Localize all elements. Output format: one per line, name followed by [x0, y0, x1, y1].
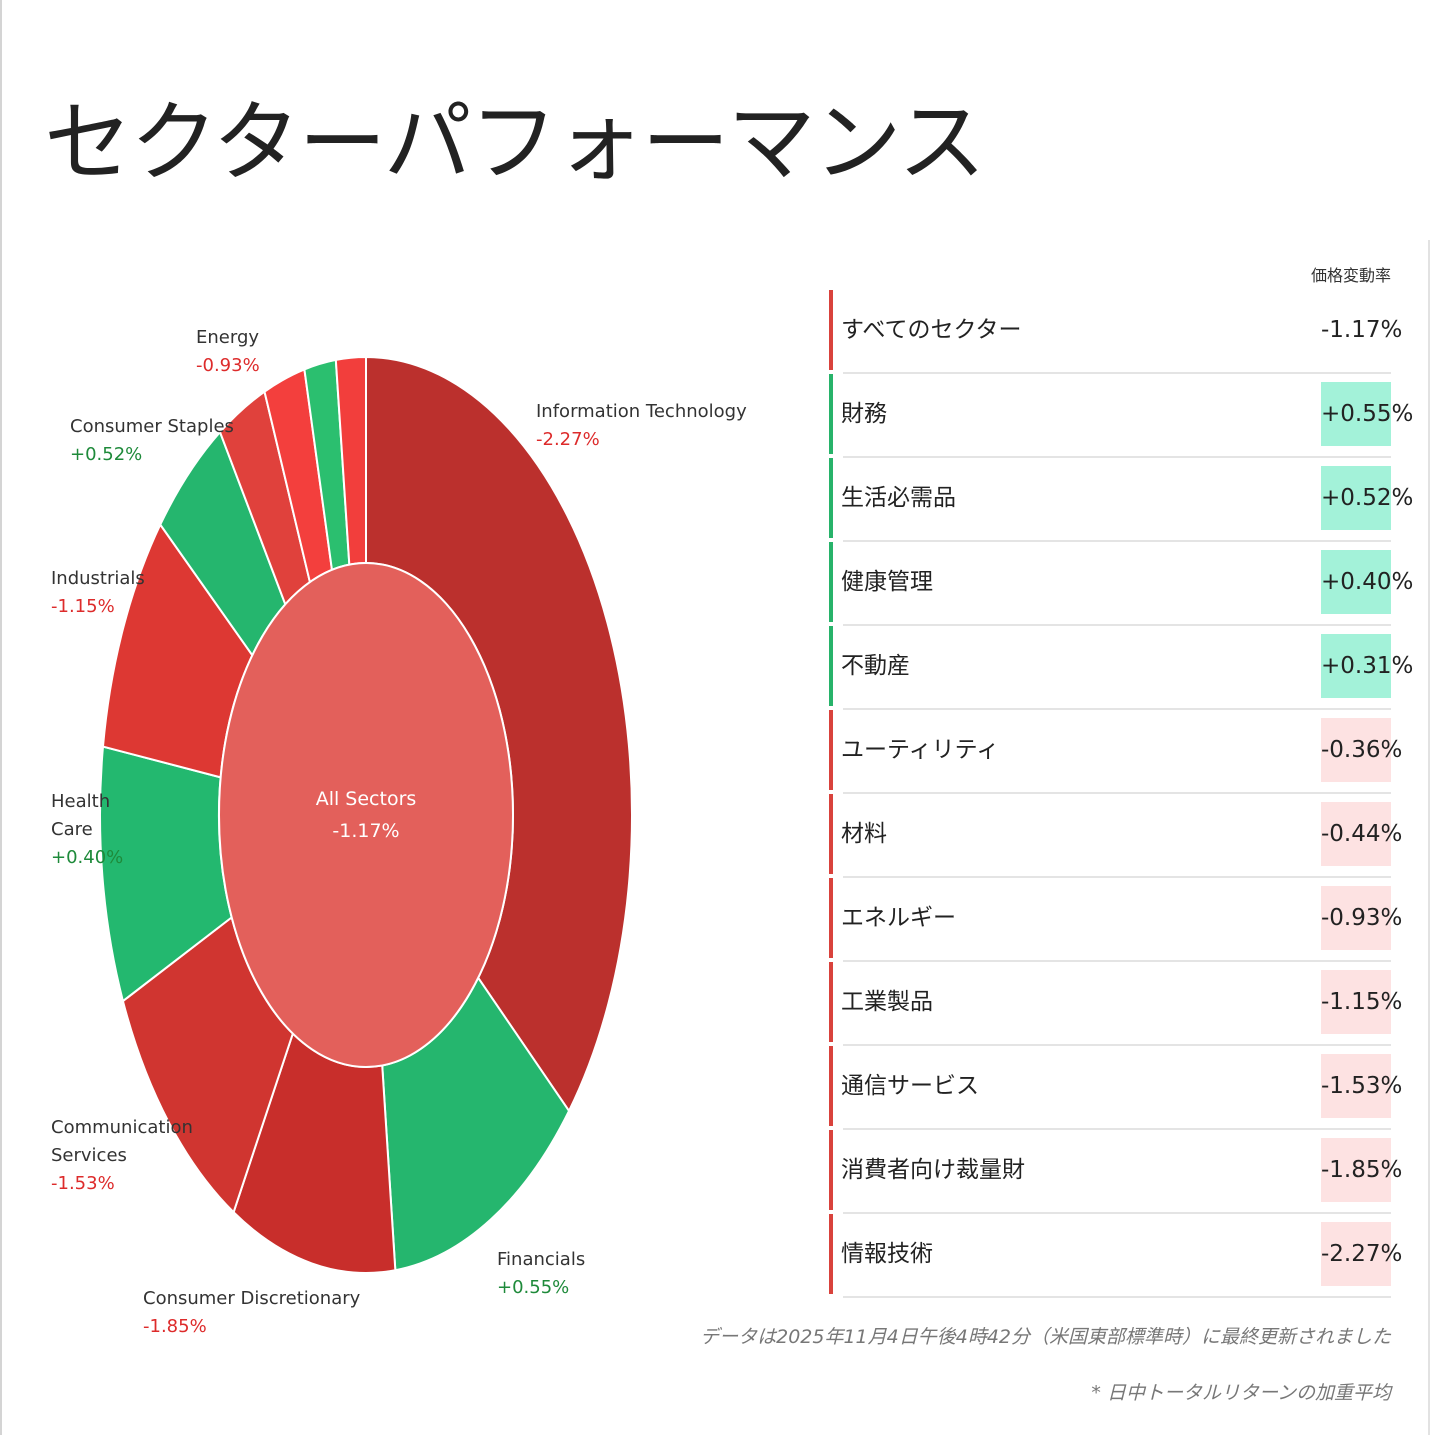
table-row[interactable]: 情報技術 -2.27%	[829, 1214, 1402, 1298]
weighted-average-note: * 日中トータルリターンの加重平均	[1091, 1382, 1391, 1404]
center-value: -1.17%	[332, 820, 399, 842]
slice-label-name: Health	[51, 791, 110, 812]
sector-change-value: -0.93%	[1321, 886, 1402, 950]
sector-sunburst-chart: All Sectors -1.17% Information Technology…	[51, 327, 747, 1337]
row-indicator-bar	[829, 1214, 833, 1294]
row-indicator-bar	[829, 878, 833, 958]
label-consumer-staples: Consumer Staples +0.52%	[70, 416, 234, 465]
center-disk: All Sectors -1.17%	[218, 562, 514, 1068]
sector-change-value: -0.44%	[1321, 802, 1402, 866]
slice-label-value: -2.27%	[536, 429, 600, 450]
label-industrials: Industrials -1.15%	[51, 568, 145, 617]
sector-name: 工業製品	[841, 989, 933, 1015]
table-row[interactable]: ユーティリティ -0.36%	[829, 710, 1402, 794]
sector-change-value: -1.15%	[1321, 970, 1402, 1034]
sector-change-value: +0.40%	[1321, 550, 1413, 614]
slice-label-value: -1.85%	[143, 1316, 207, 1337]
label-communication-services: Communication Services -1.53%	[51, 1117, 193, 1194]
slice-label-name: Consumer Staples	[70, 416, 234, 437]
slice-label-name: Energy	[196, 327, 259, 348]
sector-change-value: +0.55%	[1321, 382, 1413, 446]
table-row[interactable]: 健康管理 +0.40%	[829, 542, 1413, 626]
slice-label-name: Information Technology	[536, 401, 747, 422]
sector-change-value: -0.36%	[1321, 718, 1402, 782]
slice-labels: Information Technology -2.27% Financials +0…	[51, 327, 747, 1337]
slice-label-name: Services	[51, 1145, 127, 1166]
sector-name: 健康管理	[841, 569, 933, 595]
label-financials: Financials +0.55%	[497, 1249, 585, 1298]
row-indicator-bar	[829, 1130, 833, 1210]
slice-label-name: Industrials	[51, 568, 145, 589]
row-indicator-bar	[829, 374, 833, 454]
sector-change-value: +0.31%	[1321, 634, 1413, 698]
frame-border-left	[0, 0, 2, 1435]
row-indicator-bar	[829, 458, 833, 538]
row-indicator-bar	[829, 794, 833, 874]
table-row[interactable]: 消費者向け裁量財 -1.85%	[829, 1130, 1402, 1214]
sector-name: 財務	[841, 401, 887, 427]
sector-change-value: -1.85%	[1321, 1138, 1402, 1202]
center-ellipse[interactable]	[218, 562, 514, 1068]
table-row[interactable]: すべてのセクター -1.17%	[829, 290, 1403, 374]
slice-label-value: +0.55%	[497, 1277, 569, 1298]
sector-change-value: -1.17%	[1321, 317, 1403, 343]
sector-change-value: -2.27%	[1321, 1222, 1402, 1286]
row-indicator-bar	[829, 710, 833, 790]
slice-label-value: -0.93%	[196, 355, 260, 376]
slice-label-value: +0.52%	[70, 444, 142, 465]
slice-label-name: Care	[51, 819, 93, 840]
sector-name: ユーティリティ	[841, 737, 1000, 763]
label-consumer-discretionary: Consumer Discretionary -1.85%	[143, 1288, 361, 1337]
table-row[interactable]: エネルギー -0.93%	[829, 878, 1402, 962]
sector-name: 通信サービス	[841, 1073, 979, 1099]
last-updated-note: データは2025年11月4日午後4時42分（米国東部標準時）に最終更新されました	[700, 1326, 1391, 1348]
label-information-technology: Information Technology -2.27%	[536, 401, 747, 450]
table-row[interactable]: 通信サービス -1.53%	[829, 1046, 1402, 1130]
row-indicator-bar	[829, 626, 833, 706]
label-energy: Energy -0.93%	[196, 327, 260, 376]
frame-border-right	[1428, 240, 1430, 1435]
page-title: セクターパフォーマンス	[44, 91, 986, 194]
row-indicator-bar	[829, 290, 833, 370]
label-health-care: Health Care +0.40%	[51, 791, 123, 868]
table-row[interactable]: 材料 -0.44%	[829, 794, 1402, 878]
slice-label-value: -1.15%	[51, 596, 115, 617]
slice-label-value: +0.40%	[51, 847, 123, 868]
slice-label-name: Communication	[51, 1117, 193, 1138]
row-indicator-bar	[829, 542, 833, 622]
sector-name: 不動産	[841, 653, 910, 679]
sector-name: エネルギー	[841, 905, 956, 931]
table-row[interactable]: 工業製品 -1.15%	[829, 962, 1402, 1046]
sector-name: 情報技術	[841, 1241, 933, 1267]
row-indicator-bar	[829, 1046, 833, 1126]
sector-name: 生活必需品	[841, 485, 956, 511]
slice-label-name: Financials	[497, 1249, 585, 1270]
table-row[interactable]: 不動産 +0.31%	[829, 626, 1413, 710]
table-row[interactable]: 生活必需品 +0.52%	[829, 458, 1413, 542]
center-label: All Sectors	[316, 788, 417, 810]
row-indicator-bar	[829, 962, 833, 1042]
sector-name: すべてのセクター	[841, 317, 1022, 343]
column-header-price-change: 価格変動率	[1310, 266, 1391, 285]
sector-performance-table: すべてのセクター -1.17% 財務 +0.55% 生活必需品 +0.52% 健康管理 +0.…	[829, 290, 1413, 1298]
slice-label-value: -1.53%	[51, 1173, 115, 1194]
table-row[interactable]: 財務 +0.55%	[829, 374, 1413, 458]
slice-label-name: Consumer Discretionary	[143, 1288, 361, 1309]
sector-change-value: -1.53%	[1321, 1054, 1402, 1118]
sector-name: 材料	[841, 821, 887, 847]
sector-change-value: +0.52%	[1321, 466, 1413, 530]
sector-name: 消費者向け裁量財	[841, 1157, 1025, 1183]
